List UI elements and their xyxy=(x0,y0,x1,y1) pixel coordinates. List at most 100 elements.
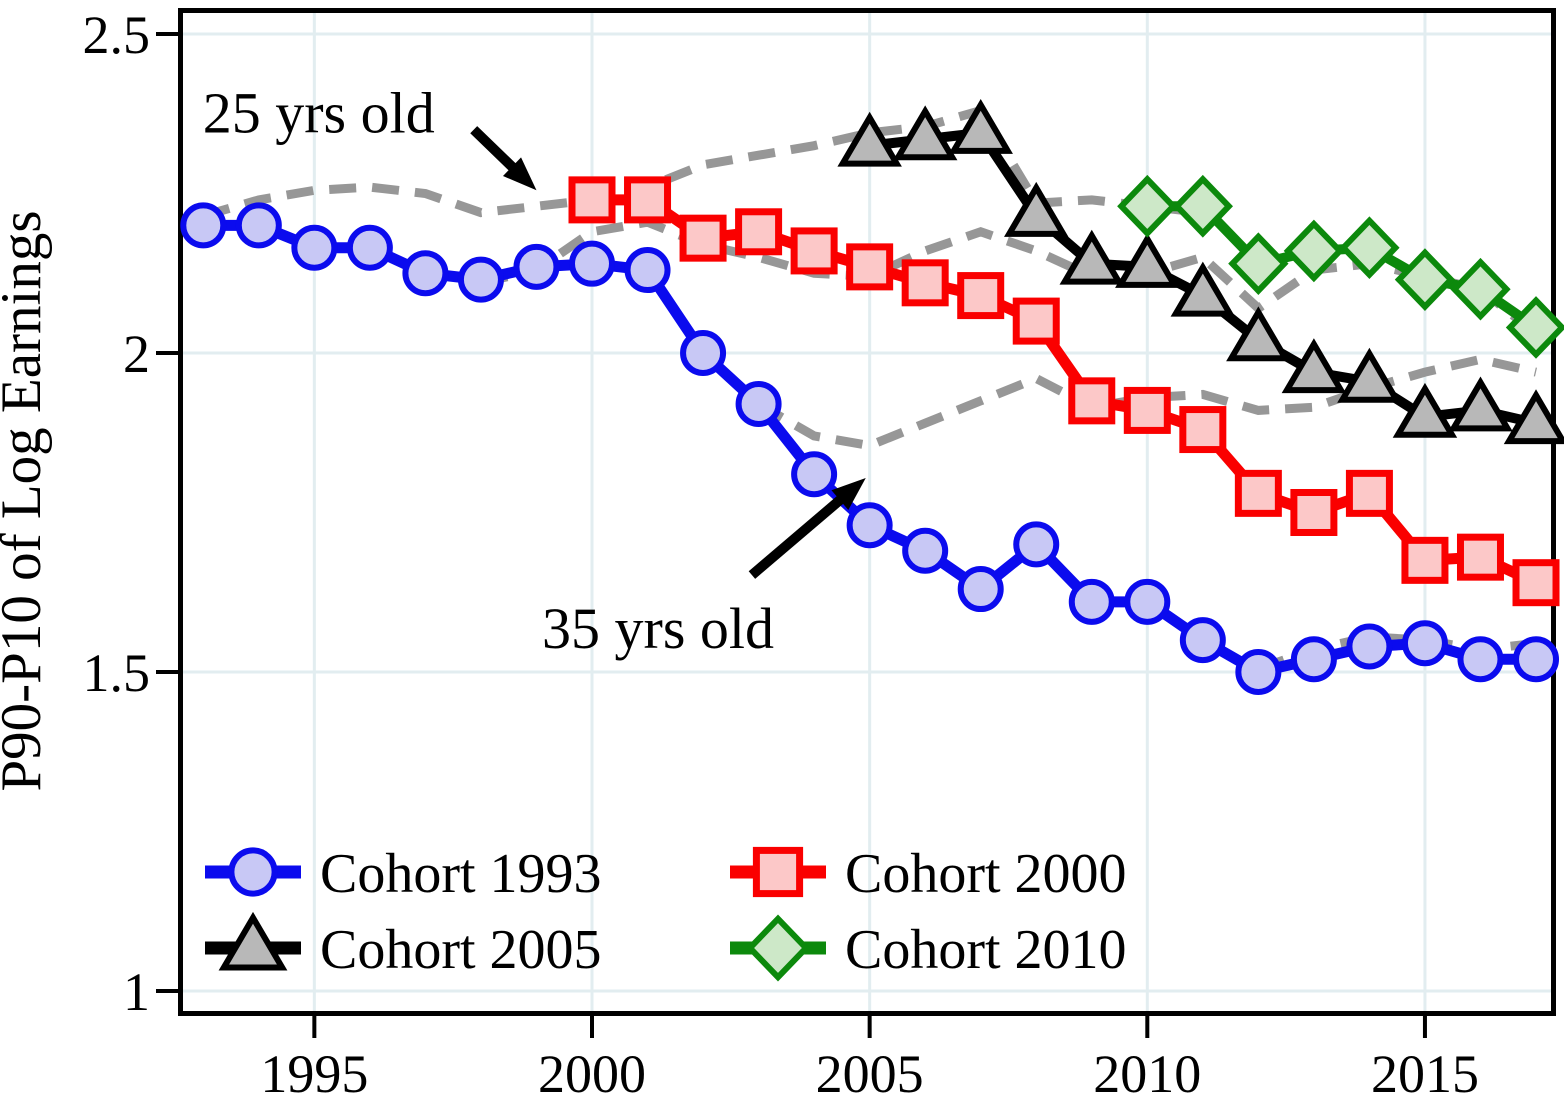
series-marker-cohort-1993-1994 xyxy=(235,202,282,249)
series-cohort-2005 xyxy=(837,98,1564,445)
series-marker-cohort-2000-2003 xyxy=(735,208,783,256)
series-marker-cohort-1993-2009 xyxy=(1068,578,1115,625)
annotation-arrows-layer xyxy=(470,126,866,579)
series-marker-cohort-2000-2006 xyxy=(901,259,949,307)
series-marker-cohort-1993-2004 xyxy=(791,451,838,498)
series-marker-cohort-2000-2010 xyxy=(1123,386,1171,434)
x-tick-label-2015: 2015 xyxy=(1371,1044,1479,1104)
x-tick-label-1995: 1995 xyxy=(260,1044,368,1104)
series-marker-cohort-1993-1993 xyxy=(180,202,227,249)
series-marker-cohort-2010-2010 xyxy=(1117,174,1178,238)
series-marker-cohort-2005-2009 xyxy=(1059,229,1125,285)
legend-marker-cohort-1993 xyxy=(228,847,278,897)
series-marker-cohort-1993-1995 xyxy=(291,224,338,271)
series-marker-cohort-2005-2007 xyxy=(948,98,1013,154)
series-marker-cohort-1993-2008 xyxy=(1013,521,1060,568)
y-tick-label-1: 1 xyxy=(123,962,150,1022)
legend-marker-cohort-2005 xyxy=(218,911,288,971)
series-marker-cohort-2000-2008 xyxy=(1012,297,1060,345)
series-marker-cohort-2010-2013 xyxy=(1283,219,1345,283)
series-marker-cohort-2000-2011 xyxy=(1179,406,1227,454)
series-marker-cohort-1993-1998 xyxy=(457,256,504,303)
legend-label-cohort-1993: Cohort 1993 xyxy=(320,843,602,905)
annotation-arrow-shaft-age35-callout xyxy=(748,485,856,579)
series-marker-cohort-2000-2013 xyxy=(1290,489,1338,536)
legend-item-cohort-2010 xyxy=(730,914,826,982)
series-marker-cohort-2000-2015 xyxy=(1401,536,1449,584)
series-marker-cohort-1993-2000 xyxy=(569,240,615,287)
series-marker-cohort-2000-2000 xyxy=(568,176,616,224)
annotation-arrow-head-age35-callout xyxy=(831,478,866,510)
series-marker-cohort-2010-2014 xyxy=(1339,216,1400,280)
series-marker-cohort-2005-2012 xyxy=(1226,306,1291,362)
series-marker-cohort-2005-2011 xyxy=(1170,261,1236,317)
y-tick-label-2: 2 xyxy=(123,324,150,384)
series-marker-cohort-1993-2017 xyxy=(1513,636,1560,683)
series-marker-cohort-1993-2005 xyxy=(846,502,893,549)
tick-labels-layer: 1 1.5 2 2.5 1995 2000 2005 2010 2015 xyxy=(83,5,1479,1104)
annotation-arrow-head-age25-callout xyxy=(502,157,537,191)
series-marker-cohort-1993-2011 xyxy=(1179,617,1226,664)
series-marker-cohort-2005-2014 xyxy=(1337,347,1402,403)
y-tick-label-1.5: 1.5 xyxy=(83,643,151,703)
series-marker-cohort-2000-2016 xyxy=(1456,533,1504,581)
series-marker-cohort-2000-2017 xyxy=(1512,559,1560,607)
series-marker-cohort-2010-2015 xyxy=(1394,248,1456,311)
legend-marker-cohort-2000 xyxy=(752,846,804,898)
series-marker-cohort-2010-2017 xyxy=(1505,296,1564,359)
series-marker-cohort-2010-2012 xyxy=(1228,232,1289,296)
series-marker-cohort-1993-2003 xyxy=(735,381,782,428)
series-marker-cohort-2000-2012 xyxy=(1234,469,1282,517)
series-marker-cohort-2005-2010 xyxy=(1115,232,1180,288)
series-marker-cohort-2005-2015 xyxy=(1392,382,1458,438)
series-marker-cohort-2000-2004 xyxy=(790,227,838,275)
series-marker-cohort-1993-2010 xyxy=(1124,578,1171,625)
annotation-25-yrs-old: 25 yrs old xyxy=(203,80,435,145)
series-marker-cohort-1993-2014 xyxy=(1346,623,1393,670)
series-marker-cohort-1993-2013 xyxy=(1290,636,1337,683)
series-marker-cohort-2000-2002 xyxy=(679,214,727,262)
series-marker-cohort-2005-2016 xyxy=(1448,376,1513,432)
legend-label-cohort-2000: Cohort 2000 xyxy=(845,843,1127,905)
annotation-35-yrs-old: 35 yrs old xyxy=(542,596,774,661)
dashed-line-age-35 xyxy=(756,354,1538,451)
series-marker-cohort-2000-2014 xyxy=(1345,469,1393,517)
series-cohort-2010 xyxy=(1117,174,1564,359)
legend-item-cohort-2005 xyxy=(205,911,301,971)
plot-border xyxy=(178,8,1556,1016)
series-marker-cohort-2010-2016 xyxy=(1450,257,1511,321)
series-marker-cohort-2005-2006 xyxy=(892,105,958,161)
x-tick-label-2000: 2000 xyxy=(538,1044,646,1104)
legend-item-cohort-2000 xyxy=(730,846,826,898)
legend-markers-layer xyxy=(205,846,826,982)
series-marker-cohort-2000-2009 xyxy=(1068,377,1116,425)
legend-marker-cohort-2010 xyxy=(745,914,811,982)
legend-label-cohort-2010: Cohort 2010 xyxy=(845,919,1127,981)
series-marker-cohort-2005-2017 xyxy=(1503,389,1564,445)
series-marker-cohort-1993-2002 xyxy=(680,330,727,376)
series-marker-cohort-2000-2005 xyxy=(846,243,894,291)
series-marker-cohort-1993-2016 xyxy=(1457,636,1504,683)
series-marker-cohort-2000-2001 xyxy=(624,176,672,224)
cohort-series-layer xyxy=(180,98,1564,695)
series-cohort-2000 xyxy=(568,176,1560,607)
series-marker-cohort-1993-2001 xyxy=(624,247,671,294)
series-marker-cohort-1993-2012 xyxy=(1235,649,1282,695)
series-marker-cohort-1993-1996 xyxy=(346,224,393,271)
x-tick-label-2005: 2005 xyxy=(816,1044,924,1104)
series-marker-cohort-2010-2011 xyxy=(1172,174,1233,238)
series-marker-cohort-1993-1999 xyxy=(513,243,560,290)
legend-item-cohort-1993 xyxy=(205,847,301,897)
x-tick-label-2010: 2010 xyxy=(1093,1044,1201,1104)
series-marker-cohort-1993-2006 xyxy=(902,527,949,574)
series-cohort-1993 xyxy=(180,202,1560,695)
series-marker-cohort-2005-2013 xyxy=(1281,338,1347,394)
series-marker-cohort-2005-2005 xyxy=(837,111,902,167)
legend-label-cohort-2005: Cohort 2005 xyxy=(320,919,602,981)
series-marker-cohort-2000-2007 xyxy=(957,272,1005,320)
y-axis-title: P90-P10 of Log Earnings xyxy=(0,210,53,791)
series-marker-cohort-1993-2015 xyxy=(1401,620,1448,667)
series-marker-cohort-1993-1997 xyxy=(402,250,449,297)
